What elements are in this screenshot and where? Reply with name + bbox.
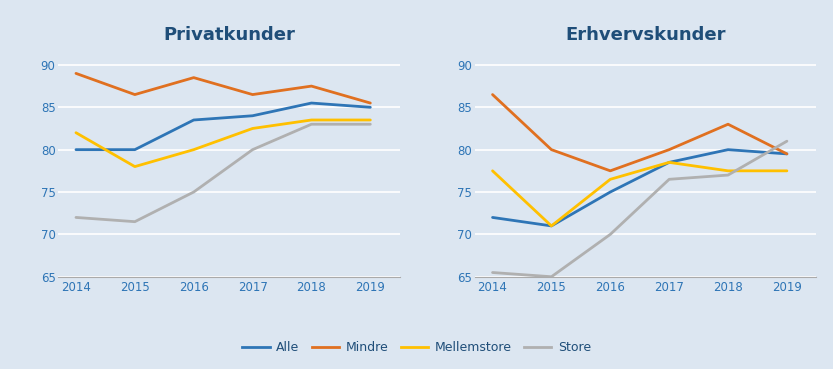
- Legend: Alle, Mindre, Mellemstore, Store: Alle, Mindre, Mellemstore, Store: [237, 336, 596, 359]
- Title: Erhvervskunder: Erhvervskunder: [566, 25, 726, 44]
- Title: Privatkunder: Privatkunder: [163, 25, 295, 44]
